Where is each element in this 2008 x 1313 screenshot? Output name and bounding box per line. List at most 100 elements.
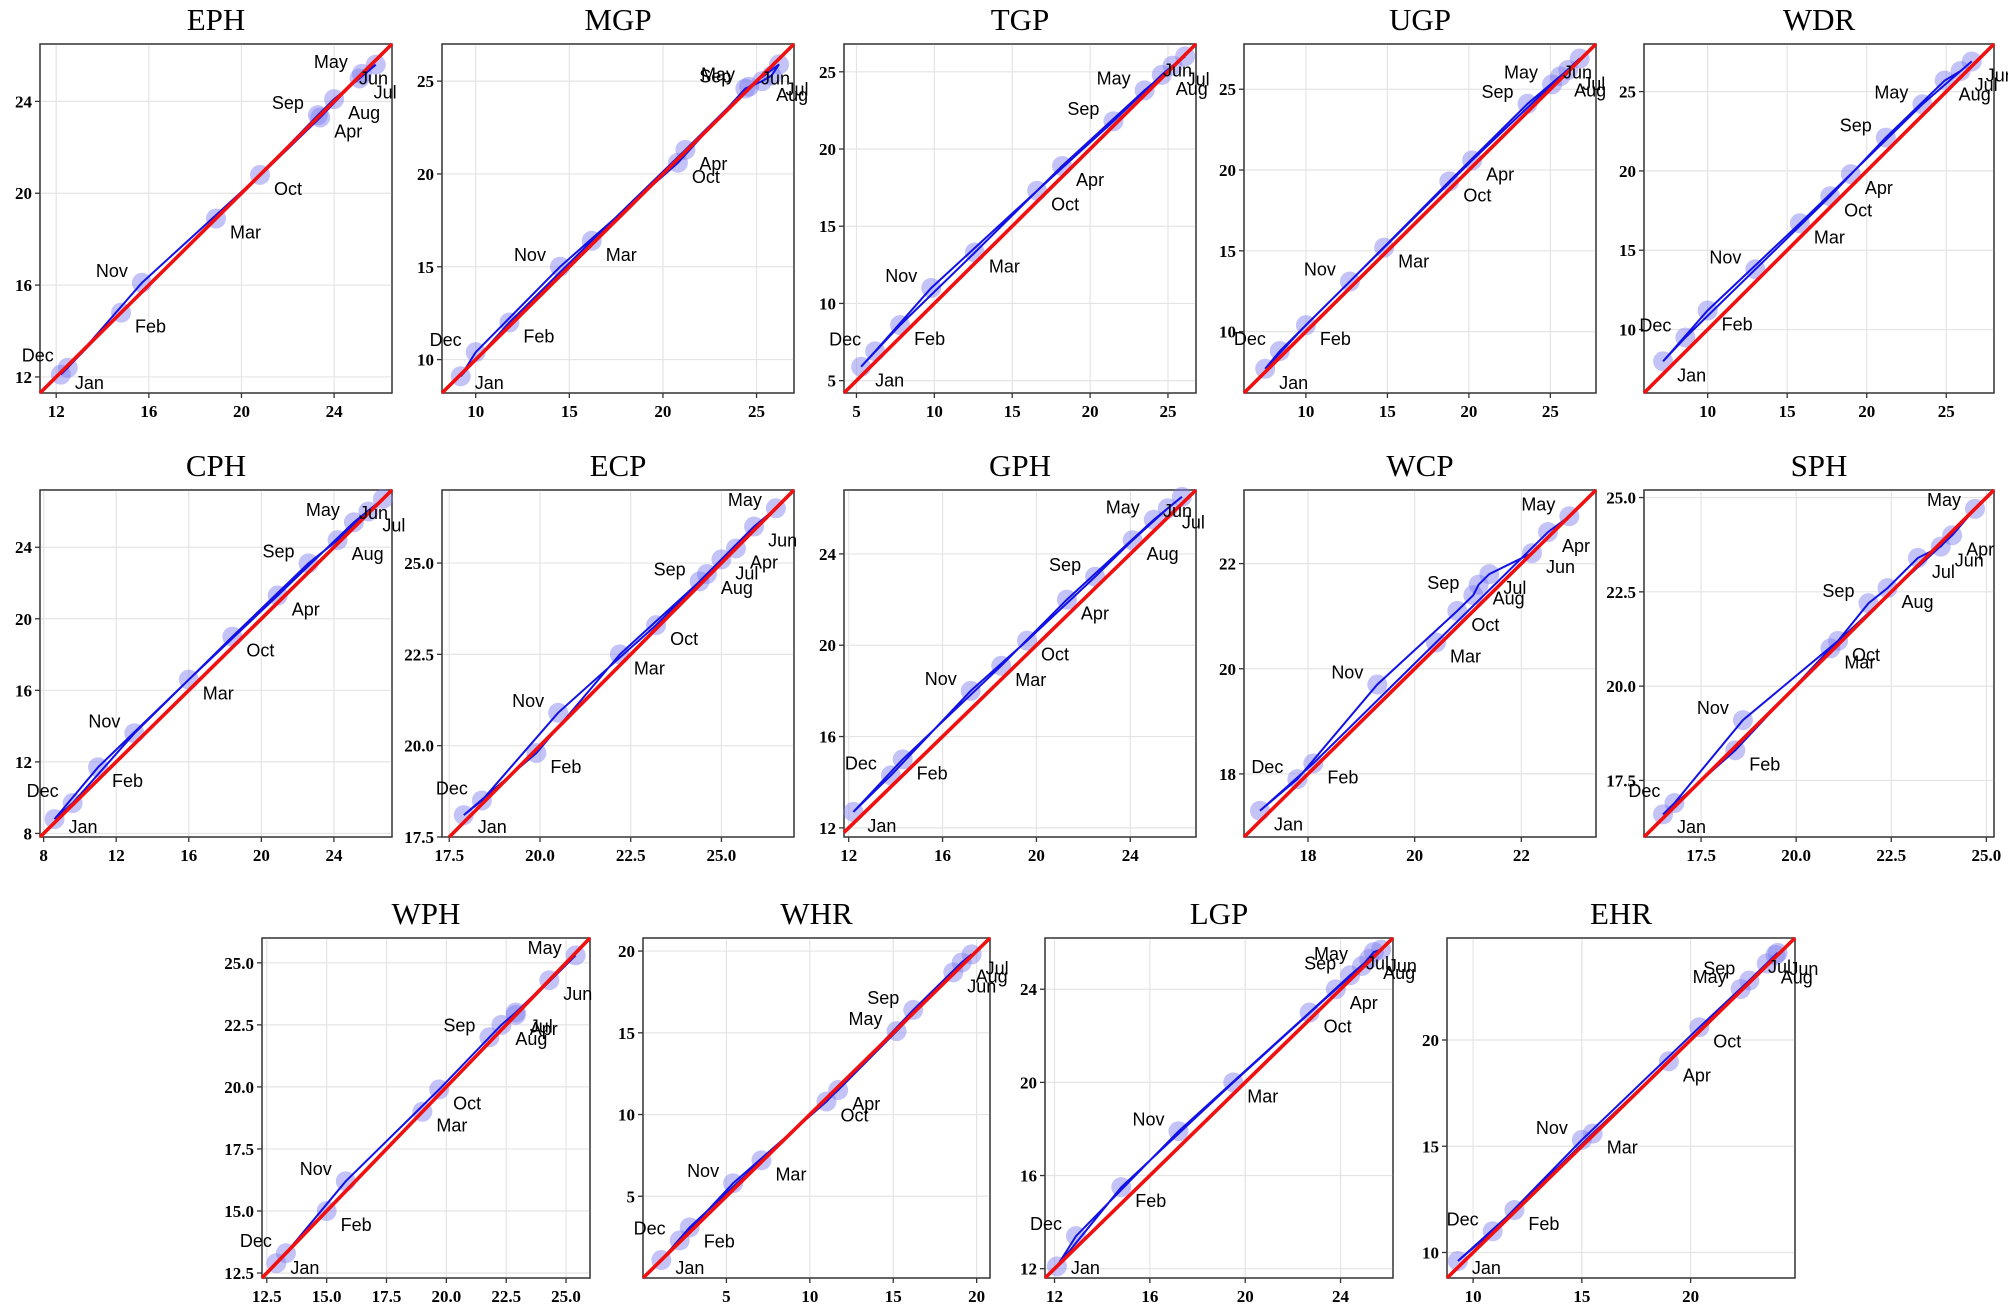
point-label: Jul: [986, 958, 1009, 978]
point-label: Oct: [1471, 615, 1499, 635]
plot-border: [1446, 937, 1796, 1279]
x-tick-label: 10: [467, 402, 484, 421]
point-label: Aug: [1147, 544, 1179, 564]
y-tick-label: 15: [618, 1024, 635, 1043]
point-label: Jun: [563, 984, 592, 1004]
point-label: May: [1504, 62, 1538, 82]
y-tick-label: 20: [1422, 1031, 1439, 1050]
point-label: Feb: [112, 771, 143, 791]
plot-border: [441, 43, 795, 394]
x-tick-label: 20: [1460, 402, 1477, 421]
point-label: Apr: [1081, 604, 1109, 624]
y-tick-label: 25: [417, 72, 434, 91]
point-label: Feb: [341, 1215, 372, 1235]
point-label: Mar: [436, 1116, 467, 1136]
point-label: Jan: [475, 373, 504, 393]
point-label: Jun: [967, 976, 996, 996]
point-label: Apr: [530, 1019, 558, 1039]
panel-title: WPH: [392, 896, 461, 931]
point-label: Nov: [925, 669, 957, 689]
point-label: Nov: [1697, 698, 1729, 718]
panel-title: CPH: [186, 448, 246, 483]
point-label: May: [1693, 967, 1727, 987]
point-label: Oct: [670, 629, 698, 649]
point-label: Aug: [1781, 968, 1813, 988]
point-label: Apr: [1562, 536, 1590, 556]
panel-title: ECP: [590, 448, 647, 483]
seasonal-path: [463, 507, 777, 816]
y-tick-label: 10: [1219, 323, 1236, 342]
plot-border: [843, 43, 1197, 394]
point-label: Apr: [1350, 993, 1378, 1013]
y-tick-label: 20: [1219, 660, 1236, 679]
point-label: Mar: [1247, 1086, 1278, 1106]
y-tick-label: 15: [819, 217, 836, 236]
point-label: Mar: [1398, 252, 1429, 272]
panel-title: UGP: [1389, 2, 1451, 37]
point-label: Jul: [1187, 70, 1210, 90]
panel-wdr: WDR 10 15 20 25 10 15 20 25 Jan Feb Mar Apr May JunJul…: [1619, 2, 2008, 421]
point-label: Oct: [274, 179, 302, 199]
point-label: Nov: [687, 1161, 719, 1181]
point-label: Jul: [1182, 512, 1205, 532]
point-label: Jun: [761, 68, 790, 88]
point-label: Mar: [1450, 646, 1481, 666]
point-label: Oct: [1041, 645, 1069, 665]
x-tick-label: 20: [1406, 846, 1423, 865]
y-tick-label: 20.0: [1606, 677, 1636, 696]
x-tick-label: 17.5: [372, 1287, 402, 1306]
point-label: Mar: [203, 684, 234, 704]
x-tick-label: 15: [561, 402, 578, 421]
point-label: Dec: [1639, 315, 1671, 335]
x-tick-label: 17.5: [1686, 846, 1716, 865]
identity-line: [38, 42, 394, 395]
y-tick-label: 12: [819, 819, 836, 838]
x-tick-label: 12: [108, 846, 125, 865]
point-label: Feb: [1722, 315, 1753, 335]
panel-eph: EPH 12 16 20 24 12 16 20 24 Jan Feb Mar Apr May JunJul…: [15, 2, 397, 421]
x-tick-label: 15: [885, 1287, 902, 1306]
y-tick-label: 20: [417, 165, 434, 184]
point-label: Jun: [1163, 501, 1192, 521]
x-tick-label: 5: [852, 402, 861, 421]
panel-title: MGP: [584, 2, 651, 37]
identity-line: [641, 936, 992, 1280]
point-label: Nov: [514, 245, 546, 265]
seasonal-path: [459, 63, 780, 377]
point-label: Jul: [1582, 74, 1605, 94]
panel-title: WDR: [1783, 2, 1856, 37]
point-label: Feb: [914, 329, 945, 349]
panel-title: EPH: [187, 2, 246, 37]
y-tick-label: 25: [819, 63, 836, 82]
point-label: May: [306, 500, 340, 520]
point-label: Apr: [1966, 539, 1994, 559]
y-tick-label: 12: [15, 753, 32, 772]
y-tick-label: 10: [1422, 1244, 1439, 1263]
y-tick-label: 16: [819, 728, 836, 747]
point-label: Feb: [550, 757, 581, 777]
point-label: Dec: [1628, 781, 1660, 801]
panel-tgp: TGP 5 10 15 20 25 5 10 15 20 25 Jan Feb Mar Apr May JunJ…: [819, 2, 1210, 421]
plot-border: [1044, 937, 1394, 1279]
x-tick-label: 25.0: [1972, 846, 2002, 865]
point-label: May: [728, 490, 762, 510]
point-label: Feb: [1749, 754, 1780, 774]
y-tick-label: 10: [618, 1106, 635, 1125]
y-tick-label: 15: [1619, 241, 1636, 260]
point-label: Nov: [1536, 1118, 1568, 1138]
x-tick-label: 25: [1159, 402, 1176, 421]
point-label: Jul: [382, 515, 405, 535]
y-tick-label: 12: [1020, 1260, 1037, 1279]
point-label: Oct: [841, 1105, 869, 1125]
x-tick-label: 20.0: [525, 846, 555, 865]
plot-border: [1243, 489, 1597, 838]
point-label: Dec: [240, 1231, 272, 1251]
x-tick-label: 22: [1513, 846, 1530, 865]
point-label: Feb: [1528, 1214, 1559, 1234]
x-tick-label: 22.5: [491, 1287, 521, 1306]
identity-line: [1642, 488, 1996, 839]
point-label: May: [849, 1009, 883, 1029]
point-label: May: [528, 938, 562, 958]
point-label: Jun: [1388, 956, 1417, 976]
y-tick-label: 15: [417, 258, 434, 277]
